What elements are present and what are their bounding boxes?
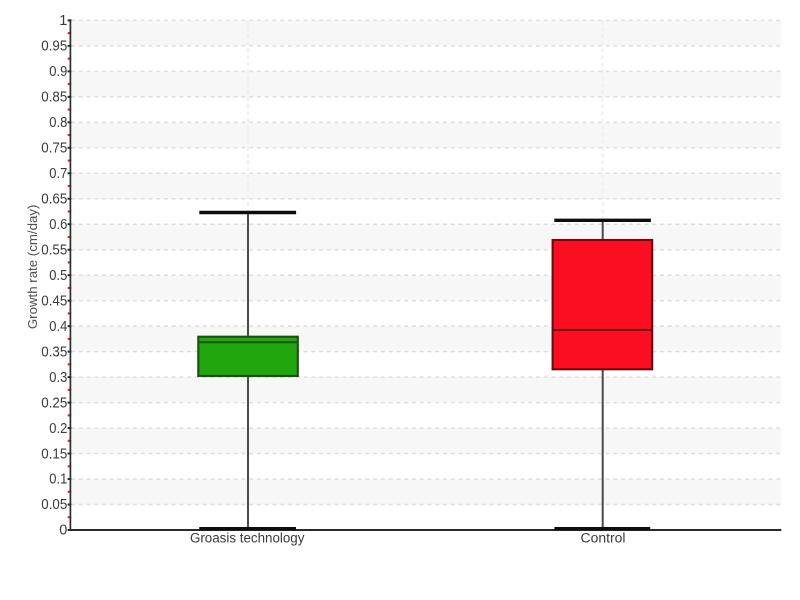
svg-text:1: 1 <box>59 13 67 29</box>
svg-text:0.2: 0.2 <box>49 421 67 437</box>
svg-text:0.5: 0.5 <box>49 268 67 284</box>
svg-text:0.1: 0.1 <box>49 472 67 488</box>
svg-text:0.25: 0.25 <box>41 395 67 411</box>
svg-text:0.55: 0.55 <box>41 242 67 258</box>
svg-text:Groasis technology: Groasis technology <box>190 531 305 546</box>
svg-text:0.6: 0.6 <box>49 217 67 233</box>
svg-text:Growth rate (cm/day): Growth rate (cm/day) <box>25 205 40 330</box>
svg-text:0.9: 0.9 <box>49 64 67 80</box>
svg-text:0.05: 0.05 <box>41 497 67 513</box>
svg-text:0.8: 0.8 <box>49 115 67 131</box>
svg-text:0.95: 0.95 <box>41 39 67 55</box>
svg-text:0.85: 0.85 <box>41 90 67 106</box>
svg-text:0: 0 <box>59 523 67 539</box>
svg-text:0.4: 0.4 <box>49 319 67 335</box>
svg-text:0.45: 0.45 <box>41 293 67 309</box>
svg-text:0.75: 0.75 <box>41 141 67 157</box>
svg-text:0.7: 0.7 <box>49 166 67 182</box>
svg-text:0.65: 0.65 <box>41 191 67 207</box>
svg-text:Control: Control <box>581 531 626 546</box>
svg-text:0.35: 0.35 <box>41 344 67 360</box>
svg-text:0.15: 0.15 <box>41 446 67 462</box>
svg-text:0.3: 0.3 <box>49 370 67 386</box>
